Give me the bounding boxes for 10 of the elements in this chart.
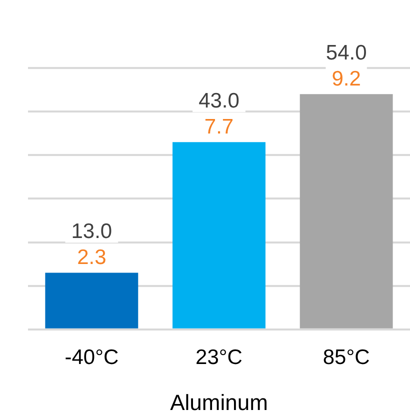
x-tick-label: -40°C: [64, 346, 119, 369]
annotation: 2.3: [77, 246, 106, 270]
data-label: 13.0: [71, 220, 112, 244]
x-tick-label: 85°C: [322, 346, 370, 369]
x-tick-label: 23°C: [196, 346, 242, 369]
data-label: 54.0: [326, 41, 367, 64]
annotation: 9.2: [332, 67, 361, 90]
annotation: 7.7: [204, 115, 234, 138]
data-label: 43.0: [198, 89, 240, 112]
x-axis-title: Aluminum: [170, 390, 268, 415]
